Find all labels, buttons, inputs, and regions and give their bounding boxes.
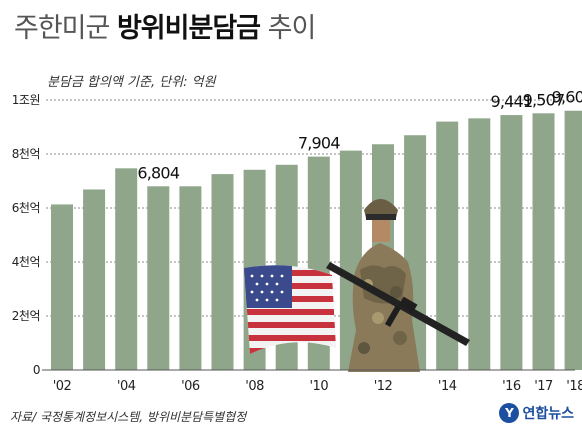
y-tick-label: 6천억 (12, 200, 40, 215)
source-note: 자료/ 국정통계정보시스템, 방위비분담특별협정 (10, 410, 247, 424)
y-tick-label: 1조원 (12, 93, 40, 107)
bar-2018 (564, 110, 582, 370)
title-part-bold: 방위비분담금 (116, 13, 261, 44)
y-tick-label: 8천억 (12, 146, 40, 161)
bar-chart: 0 2천억 4천억 6천억 8천억 1조원 '02 '04 '06 '08 '10 '12 '14 '1… (12, 88, 582, 394)
x-tick-label: '04 (117, 379, 136, 394)
y-tick-label: 2천억 (12, 308, 40, 323)
data-label-value: 7,904 (298, 134, 340, 153)
x-tick-label: '16 (502, 379, 521, 394)
bar-2005 (147, 186, 170, 370)
data-label-value: 9,602 (552, 88, 582, 107)
bar-2014 (436, 121, 459, 370)
x-tick-label: '12 (374, 379, 393, 394)
data-label-value: 9,441 (490, 92, 532, 111)
bar-2016 (500, 115, 523, 370)
y-tick-label: 0 (33, 363, 40, 377)
logo-mark-icon: Y (499, 403, 520, 423)
data-label: 6,804 (137, 163, 179, 182)
data-label: 9,602억원 (552, 88, 582, 107)
x-tick-label: '14 (438, 379, 457, 394)
bar-layer: '02 '04 '06 '08 '10 '12 '14 '16 '17 '18 (51, 110, 582, 394)
bar-2004 (115, 168, 138, 370)
y-tick-label: 4천억 (12, 254, 40, 269)
x-tick-label: '10 (309, 379, 328, 394)
chart-title: 주한미군 방위비분담금 추이 (14, 6, 317, 45)
x-tick-label: '06 (181, 379, 200, 394)
data-label: 9,507 (523, 90, 565, 109)
bar-2017 (532, 113, 555, 370)
data-label: 9,441 (490, 92, 532, 111)
bar-2002 (51, 204, 73, 370)
logo-text: 연합뉴스 (522, 406, 574, 422)
chart-subtitle: 분담금 합의액 기준, 단위: 억원 (47, 75, 216, 90)
bar-2007 (211, 174, 234, 370)
bar-2006 (179, 186, 202, 370)
title-part-suffix: 추이 (267, 13, 317, 44)
data-label-value: 6,804 (137, 163, 179, 182)
x-tick-label: '08 (245, 379, 264, 394)
bar-2003 (83, 189, 106, 370)
soldier-illustration (326, 199, 470, 372)
publisher-logo: Y 연합뉴스 (499, 403, 574, 423)
title-part-light: 주한미군 (14, 13, 110, 44)
bar-2015 (468, 118, 491, 370)
x-tick-label: '02 (53, 379, 72, 394)
x-tick-label: '17 (534, 379, 553, 394)
x-tick-label: '18 (566, 379, 582, 394)
data-label-value: 9,507 (523, 90, 565, 109)
data-label: 7,904 (298, 134, 340, 153)
